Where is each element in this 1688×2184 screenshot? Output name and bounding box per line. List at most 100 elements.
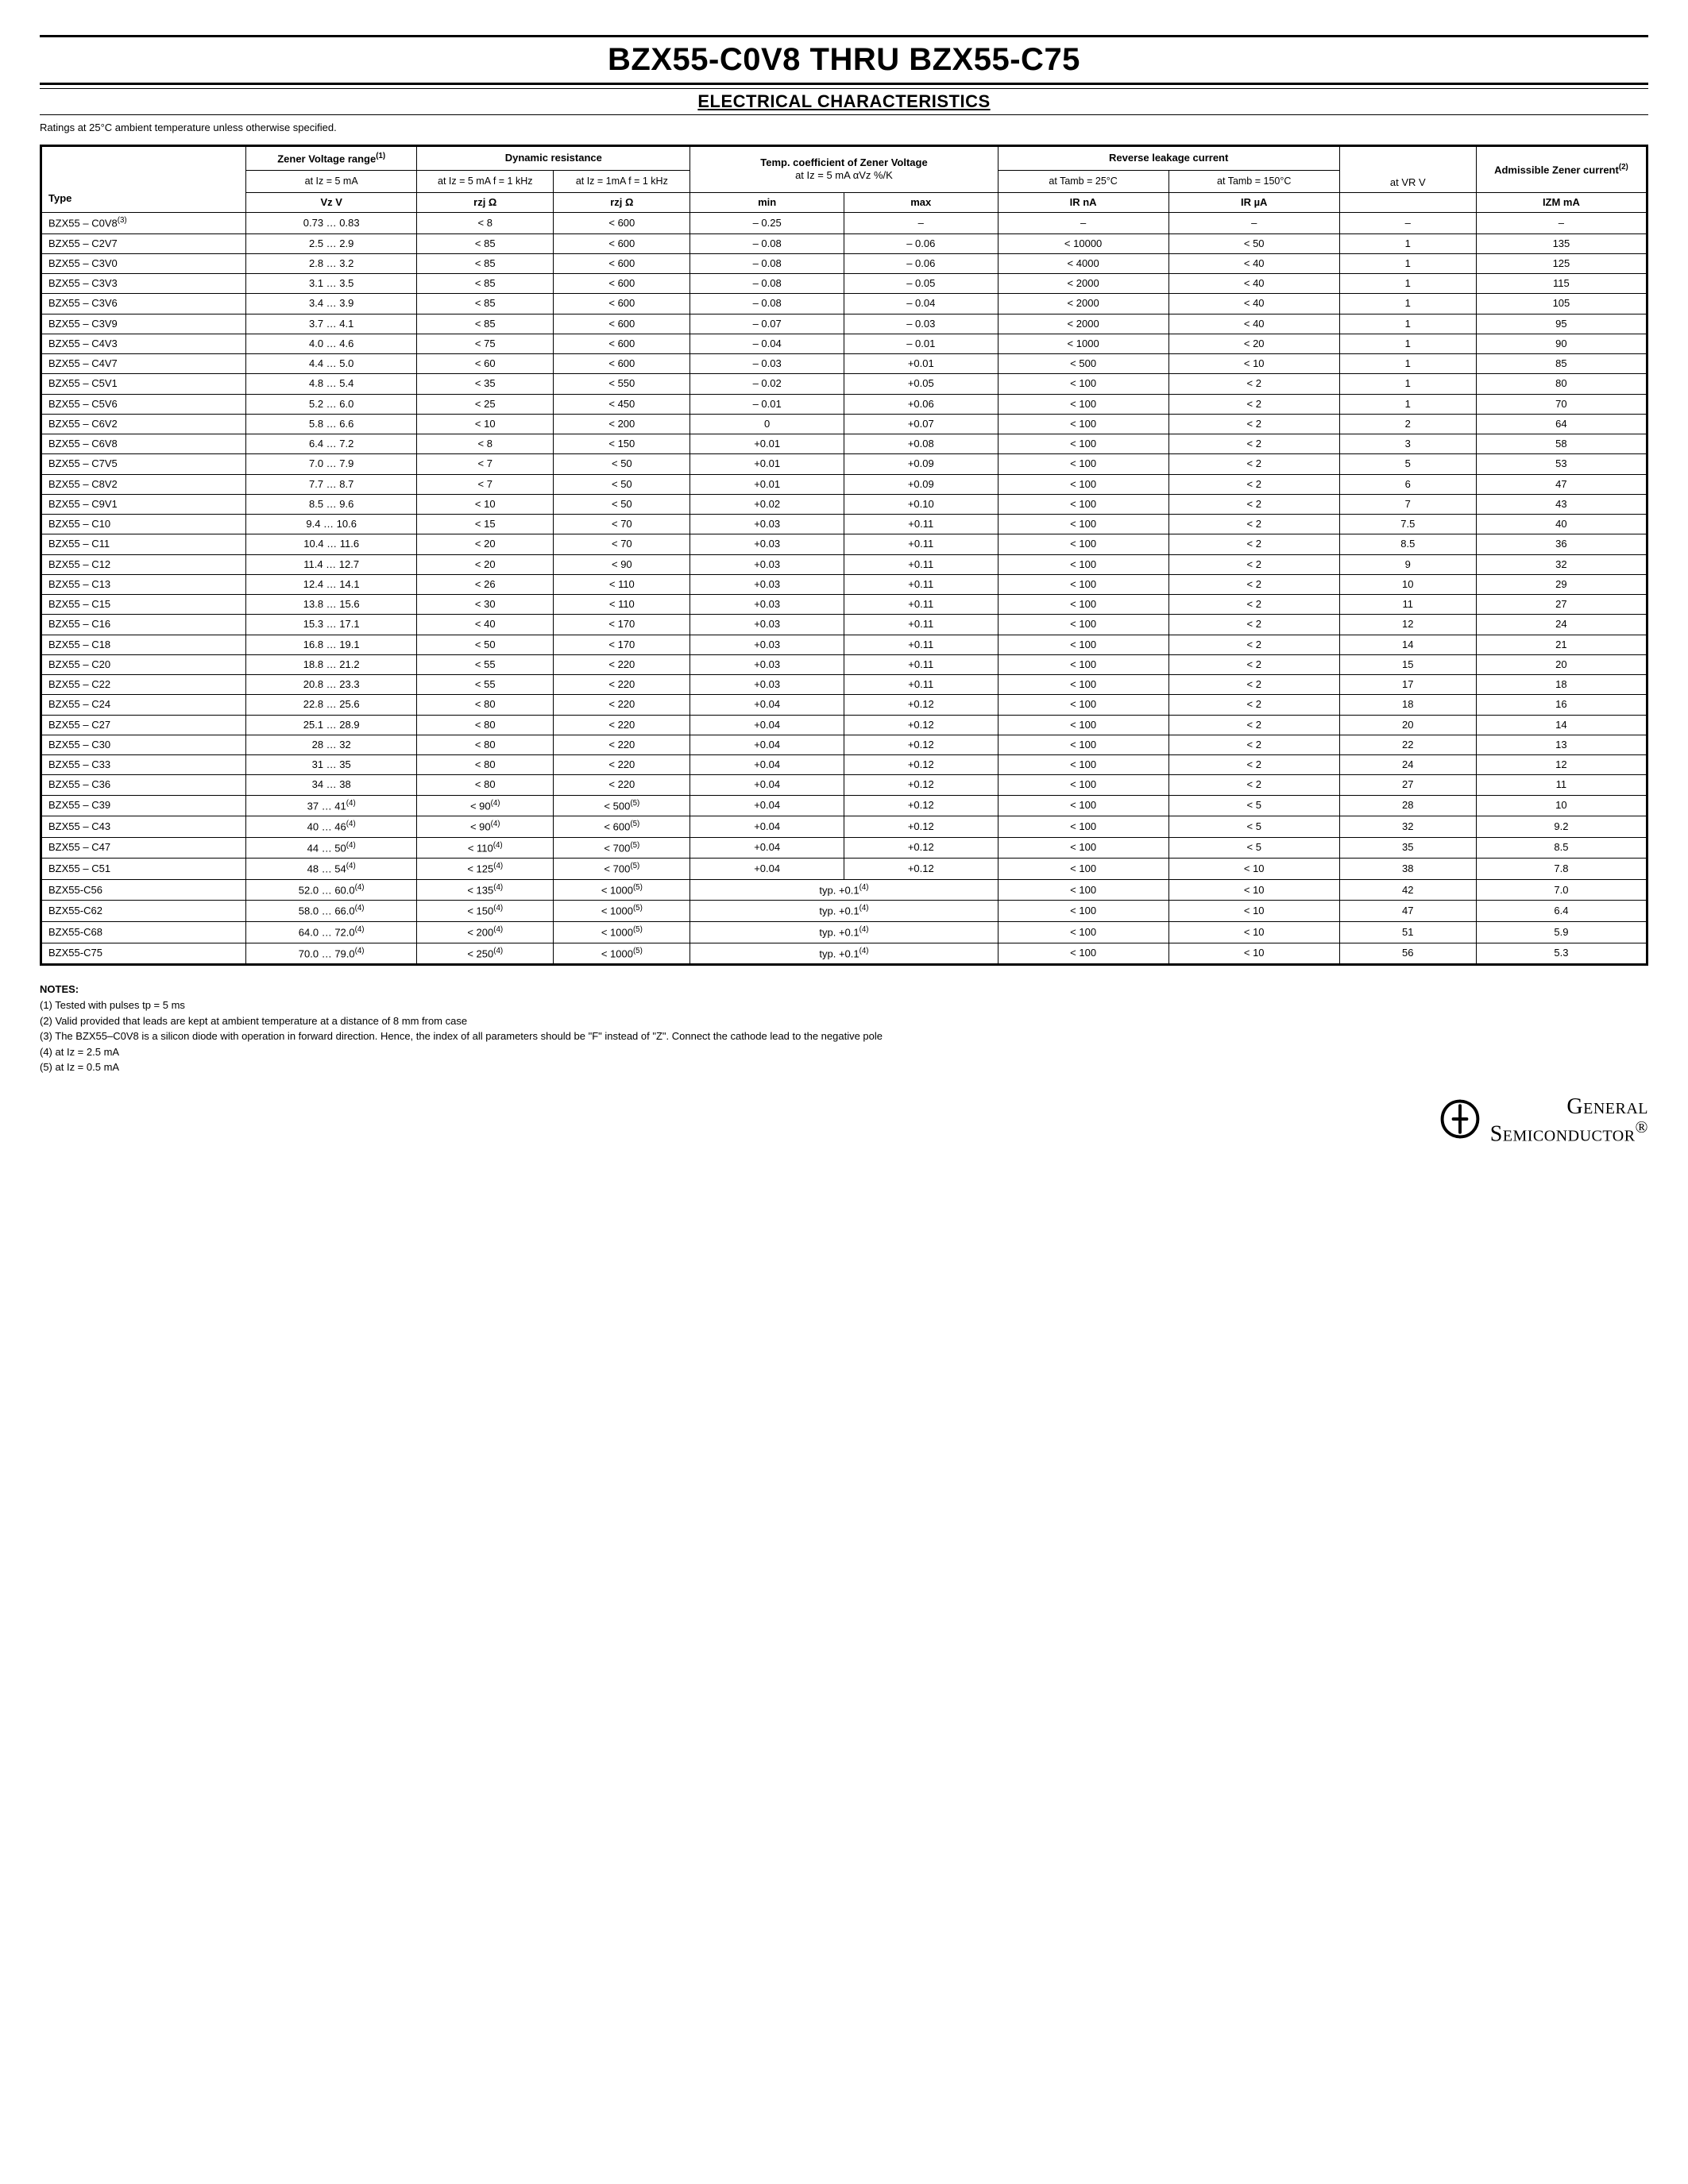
table-cell: – [1339,213,1476,234]
table-cell: 8.5 … 9.6 [246,494,417,514]
table-cell: 7.5 [1339,515,1476,534]
table-cell: < 2 [1168,414,1339,434]
table-cell: < 2 [1168,615,1339,635]
table-cell: < 220 [554,775,690,795]
table-cell: 20.8 … 23.3 [246,675,417,695]
table-cell: 16.8 … 19.1 [246,635,417,654]
note-5: (5) at Iz = 0.5 mA [40,1060,1648,1075]
table-row: BZX55 – C3V02.8 … 3.2< 85< 600– 0.08– 0.… [41,253,1647,273]
table-cell: – 0.06 [844,233,998,253]
table-cell: < 220 [554,654,690,674]
table-cell: 47 [1476,474,1647,494]
table-cell: < 220 [554,715,690,735]
table-cell: BZX55 – C39 [41,795,246,816]
table-cell: 14 [1476,715,1647,735]
table-row: BZX55 – C8V27.7 … 8.7< 7< 50+0.01+0.09< … [41,474,1647,494]
table-cell: 1 [1339,253,1476,273]
table-row: BZX55 – C3634 … 38< 80< 220+0.04+0.12< 1… [41,775,1647,795]
table-cell: BZX55 – C6V2 [41,414,246,434]
table-cell: 5.8 … 6.6 [246,414,417,434]
table-cell: < 10 [1168,859,1339,880]
table-cell: 28 … 32 [246,735,417,754]
table-cell: < 1000(5) [554,879,690,901]
unit-vr [1339,192,1476,212]
table-row: BZX55 – C4744 … 50(4)< 110(4)< 700(5)+0.… [41,837,1647,859]
table-cell: +0.07 [844,414,998,434]
table-cell: 43 [1476,494,1647,514]
table-row: BZX55 – C5V65.2 … 6.0< 25< 450– 0.01+0.0… [41,394,1647,414]
table-cell: < 2 [1168,574,1339,594]
table-cell: < 100 [998,859,1168,880]
table-cell: +0.10 [844,494,998,514]
table-cell: +0.12 [844,775,998,795]
table-cell: < 85 [417,314,554,334]
table-cell: < 700(5) [554,859,690,880]
table-cell: < 2 [1168,654,1339,674]
table-cell: BZX55 – C8V2 [41,474,246,494]
table-cell: 8.5 [1339,534,1476,554]
table-cell: – 0.08 [690,253,844,273]
table-cell: < 1000(5) [554,943,690,965]
table-cell: BZX55 – C6V8 [41,434,246,454]
table-cell: < 220 [554,695,690,715]
electrical-characteristics-table: Type Zener Voltage range(1) Dynamic resi… [40,145,1648,966]
col-admissible: Admissible Zener current(2) [1476,146,1647,193]
table-row: BZX55 – C1211.4 … 12.7< 20< 90+0.03+0.11… [41,554,1647,574]
table-cell: 9.4 … 10.6 [246,515,417,534]
table-cell: < 80 [417,735,554,754]
table-cell: BZX55 – C3V0 [41,253,246,273]
table-cell: 20 [1476,654,1647,674]
table-cell: 38 [1339,859,1476,880]
table-cell: < 50 [554,494,690,514]
table-cell: 31 … 35 [246,755,417,775]
table-cell: +0.03 [690,635,844,654]
table-row: BZX55 – C3028 … 32< 80< 220+0.04+0.12< 1… [41,735,1647,754]
table-cell: – 0.02 [690,374,844,394]
unit-max: max [844,192,998,212]
table-cell: +0.11 [844,615,998,635]
table-cell: 48 … 54(4) [246,859,417,880]
table-cell: < 100 [998,943,1168,965]
table-cell: 10 [1476,795,1647,816]
table-cell: < 100 [998,534,1168,554]
table-cell: < 4000 [998,253,1168,273]
table-row: BZX55 – C4V34.0 … 4.6< 75< 600– 0.04– 0.… [41,334,1647,353]
table-cell: < 2 [1168,474,1339,494]
table-cell: BZX55 – C16 [41,615,246,635]
table-cell: 11 [1476,775,1647,795]
table-cell: – 0.08 [690,233,844,253]
table-cell: < 10000 [998,233,1168,253]
table-row: BZX55 – C1816.8 … 19.1< 50< 170+0.03+0.1… [41,635,1647,654]
table-cell: typ. +0.1(4) [690,901,998,922]
table-cell: < 60 [417,354,554,374]
table-row: BZX55 – C1312.4 … 14.1< 26< 110+0.03+0.1… [41,574,1647,594]
table-cell: 1 [1339,233,1476,253]
table-cell: < 2 [1168,554,1339,574]
table-cell: BZX55 – C22 [41,675,246,695]
col-reverse-leakage: Reverse leakage current [998,146,1339,171]
table-cell: < 110(4) [417,837,554,859]
table-cell: < 7 [417,474,554,494]
col-rlc-150: at Tamb = 150°C [1168,171,1339,193]
unit-rzj1: rzj Ω [417,192,554,212]
title-block: BZX55-C0V8 THRU BZX55-C75 ELECTRICAL CHA… [40,35,1648,115]
table-cell: < 100 [998,837,1168,859]
table-cell: +0.11 [844,675,998,695]
table-cell: < 100 [998,654,1168,674]
table-cell: < 220 [554,675,690,695]
table-cell: < 110 [554,574,690,594]
table-cell: < 80 [417,775,554,795]
table-cell: < 600 [554,334,690,353]
table-cell: < 100 [998,574,1168,594]
table-cell: < 2 [1168,534,1339,554]
table-cell: +0.04 [690,859,844,880]
table-cell: < 100 [998,879,1168,901]
table-cell: < 100 [998,715,1168,735]
table-cell: < 2 [1168,635,1339,654]
table-cell: 90 [1476,334,1647,353]
table-cell: < 85 [417,294,554,314]
table-cell: < 2000 [998,274,1168,294]
table-cell: BZX55 – C20 [41,654,246,674]
table-cell: BZX55 – C4V7 [41,354,246,374]
table-cell: < 2 [1168,715,1339,735]
